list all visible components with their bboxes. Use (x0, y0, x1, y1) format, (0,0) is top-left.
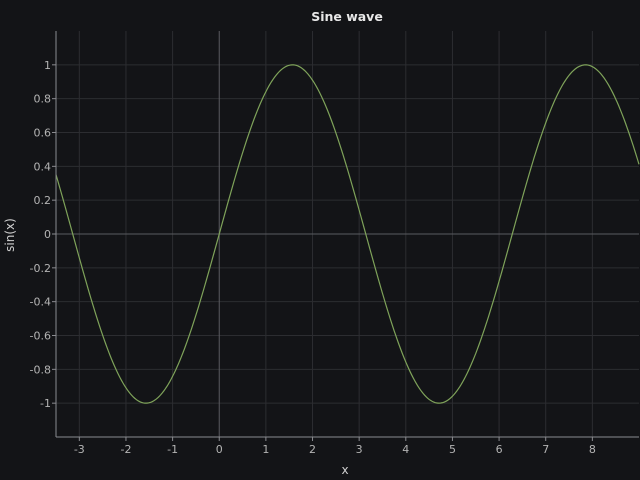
y-tick-label: 0.6 (34, 127, 52, 140)
x-tick-label: 4 (402, 443, 409, 456)
series-line-0 (55, 64, 640, 404)
y-tick-label: 0.8 (34, 93, 52, 106)
y-tick-label: 0 (44, 228, 51, 241)
x-tick-label: -3 (74, 443, 85, 456)
x-tick-label: 0 (216, 443, 223, 456)
y-tick-label: 0.4 (34, 160, 52, 173)
y-tick-label: -0.8 (30, 363, 51, 376)
x-tick-label: 1 (262, 443, 269, 456)
zero-lines (56, 31, 639, 437)
y-axis-ticks: -1 -0.8 -0.6 -0.4 -0.2 0 0.2 0.4 0.6 0.8 1 (30, 59, 56, 410)
x-tick-label: 5 (449, 443, 456, 456)
y-axis-label: sin(x) (3, 218, 17, 252)
x-tick-label: 2 (309, 443, 316, 456)
y-tick-label: -0.2 (30, 262, 51, 275)
x-tick-label: -1 (167, 443, 178, 456)
x-axis-label: x (341, 463, 348, 477)
y-tick-label: -0.6 (30, 330, 51, 343)
x-tick-label: -2 (120, 443, 131, 456)
x-tick-label: 3 (356, 443, 363, 456)
x-tick-label: 6 (496, 443, 503, 456)
y-tick-label: 0.2 (34, 194, 52, 207)
y-tick-label: -1 (40, 397, 51, 410)
series-group (55, 64, 640, 404)
horizontal-gridlines (56, 64, 639, 404)
x-axis-ticks: -3 -2 -1 0 1 2 3 4 5 6 7 8 (74, 437, 596, 456)
x-tick-label: 7 (542, 443, 549, 456)
y-tick-label: 1 (44, 59, 51, 72)
chart-title: Sine wave (311, 9, 383, 24)
x-tick-label: 8 (589, 443, 596, 456)
y-tick-label: -0.4 (30, 296, 51, 309)
